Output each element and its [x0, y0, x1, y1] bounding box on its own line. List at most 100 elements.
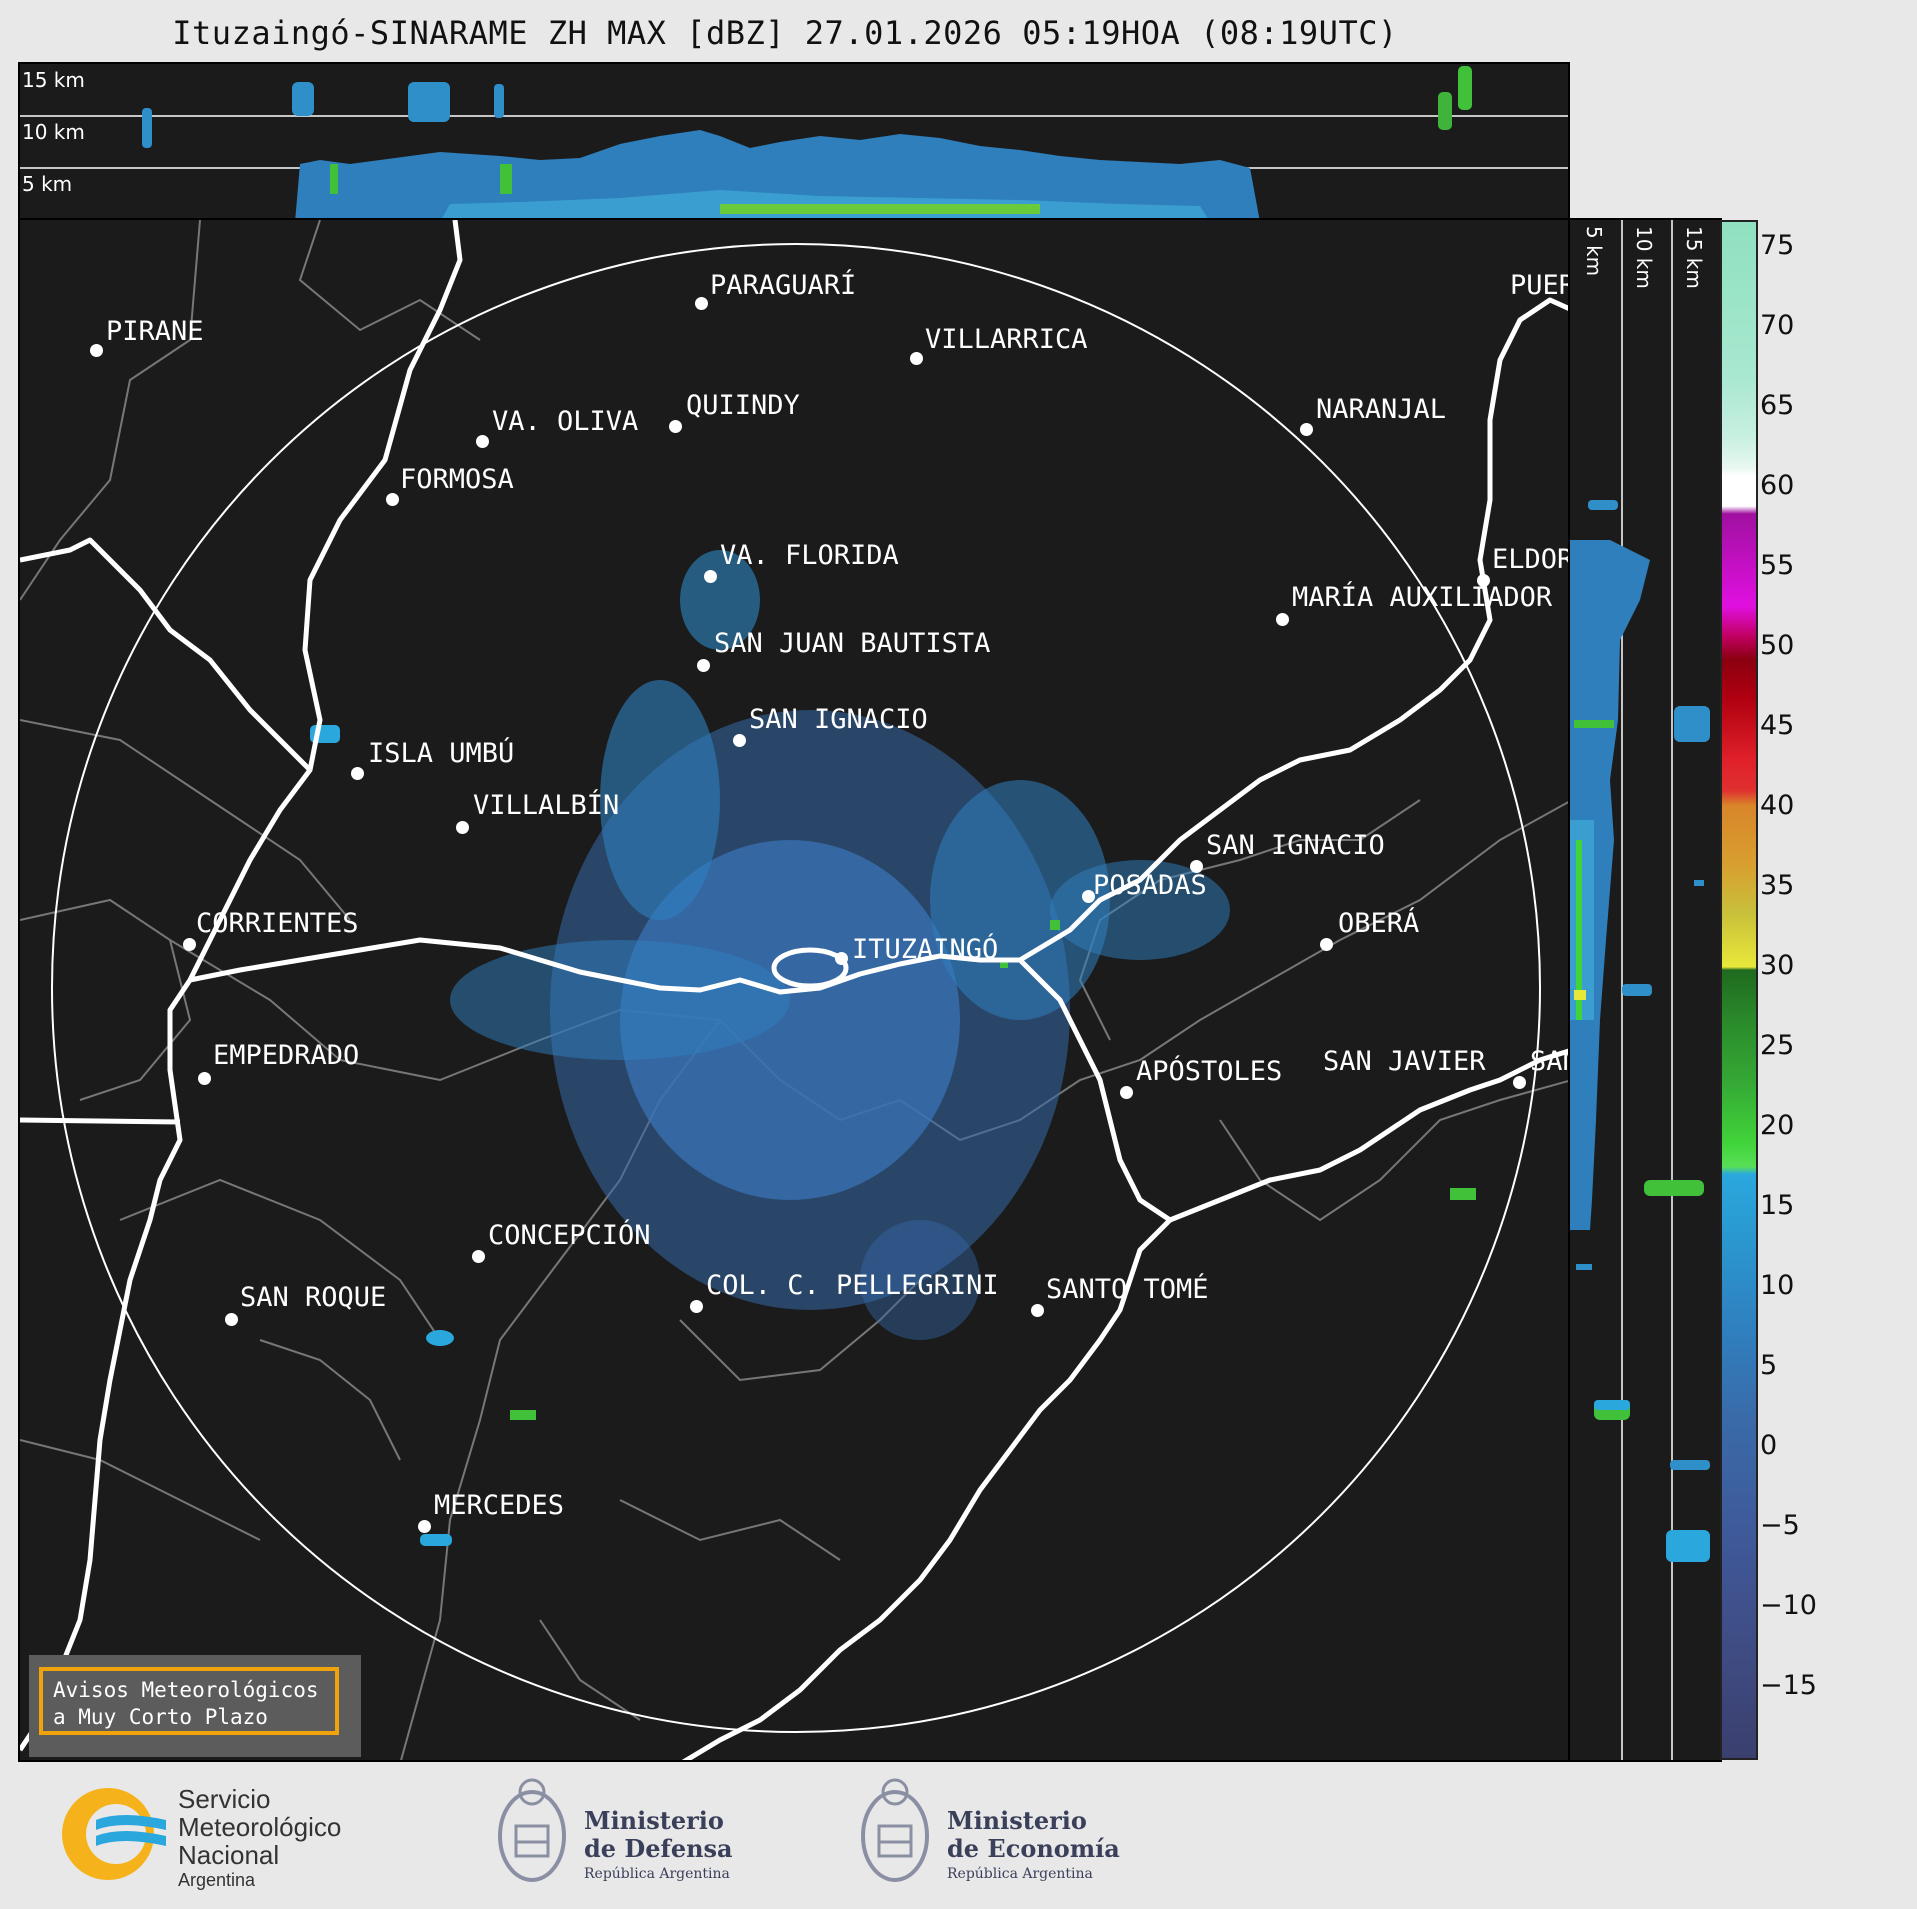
city-label-paraguari: PARAGUARÍ: [710, 270, 857, 301]
city-label-obera: OBERÁ: [1338, 908, 1420, 939]
defensa-line1: Ministerio: [584, 1806, 724, 1835]
city-dot-santo-tome: [1031, 1304, 1044, 1317]
city-label-corrientes: CORRIENTES: [196, 908, 359, 939]
defensa-coat-of-arms-icon: [498, 1778, 566, 1882]
city-dot-san-ignacio-ar: [1190, 860, 1203, 873]
city-dot-villarrica: [910, 352, 923, 365]
side-panel-graphics: [1570, 220, 1710, 1760]
city-dot-obera: [1320, 938, 1333, 951]
city-label-quiindy: QUIINDY: [686, 390, 800, 421]
city-label-san-ignacio-ar: SAN IGNACIO: [1206, 830, 1385, 861]
colorbar-tick-75: 75: [1760, 230, 1795, 261]
smn-line4: Argentina: [178, 1870, 256, 1890]
city-dot-formosa: [386, 493, 399, 506]
city-dot-isla-umbu: [351, 767, 364, 780]
city-label-san-ignacio-py: SAN IGNACIO: [749, 704, 928, 735]
colorbar-tick-70: 70: [1760, 310, 1795, 341]
economia-line3: República Argentina: [947, 1866, 1093, 1882]
economia-line1: Ministerio: [947, 1806, 1087, 1835]
side-echo-band: [1570, 500, 1710, 1562]
city-dot-empedrado: [198, 1072, 211, 1085]
city-label-ituzaingo: ITUZAINGÓ: [852, 934, 999, 965]
colorbar-tick-40: 40: [1760, 790, 1795, 821]
city-dot-corrientes: [183, 938, 196, 951]
defensa-line2: de Defensa: [584, 1834, 733, 1863]
city-label-villarrica: VILLARRICA: [925, 324, 1088, 355]
defensa-line3: República Argentina: [584, 1866, 730, 1882]
colorbar-tick-minus10: −10: [1760, 1590, 1817, 1621]
colorbar-tick-20: 20: [1760, 1110, 1795, 1141]
side-label-5km: 5 km: [1582, 226, 1606, 277]
colorbar: [1720, 220, 1758, 1760]
ministerio-defensa-logo[interactable]: Ministerio de Defensa República Argentin…: [492, 1770, 752, 1900]
colorbar-tick-minus5: −5: [1760, 1510, 1800, 1541]
top-panel-graphics: [20, 66, 1568, 218]
city-label-isla-umbu: ISLA UMBÚ: [368, 738, 515, 769]
city-label-maria-auxiliadora: MARÍA AUXILIADOR: [1292, 582, 1553, 613]
economia-line2: de Economía: [947, 1834, 1120, 1863]
colorbar-tick-30: 30: [1760, 950, 1795, 981]
city-label-col-pellegrini: COL. C. PELLEGRINI: [706, 1270, 999, 1301]
smn-line1: Servicio: [178, 1784, 271, 1814]
city-dot-va-florida: [704, 570, 717, 583]
city-label-posadas: POSADAS: [1093, 870, 1207, 901]
city-dot-mercedes: [418, 1520, 431, 1533]
city-label-eldor: ELDOR: [1492, 544, 1570, 575]
side-label-15km: 15 km: [1682, 226, 1706, 289]
city-label-san: SAN: [1530, 1046, 1568, 1077]
city-label-va-oliva: VA. OLIVA: [492, 406, 639, 437]
city-dot-san-roque: [225, 1313, 238, 1326]
economia-coat-of-arms-icon: [861, 1778, 929, 1882]
city-label-puer: PUER: [1510, 270, 1570, 301]
city-dot-naranjal: [1300, 423, 1313, 436]
colorbar-tick-15: 15: [1760, 1190, 1795, 1221]
colorbar-tick-50: 50: [1760, 630, 1795, 661]
city-label-va-florida: VA. FLORIDA: [720, 540, 899, 571]
radar-range-ring: [51, 243, 1541, 1733]
smn-emblem-icon: [62, 1788, 166, 1880]
top-echo-band: [142, 66, 1472, 218]
city-dot-san-juan-bautista: [697, 659, 710, 672]
colorbar-tick-35: 35: [1760, 870, 1795, 901]
map-title: Ituzaingó-SINARAME ZH MAX [dBZ] 27.01.20…: [172, 14, 1398, 52]
city-label-san-roque: SAN ROQUE: [240, 1282, 387, 1313]
avisos-line1: Avisos Meteorológicos: [53, 1678, 319, 1702]
avisos-link[interactable]: Avisos Meteorológicos a Muy Corto Plazo: [39, 1667, 339, 1735]
city-label-pirane: PIRANE: [106, 316, 204, 347]
top-label-5km: 5 km: [22, 172, 73, 196]
avisos-line2: a Muy Corto Plazo: [53, 1705, 268, 1729]
city-dot-maria-auxiliadora: [1276, 613, 1289, 626]
top-height-panel: 15 km 10 km 5 km: [18, 62, 1570, 220]
smn-logo[interactable]: Servicio Meteorológico Nacional Argentin…: [56, 1780, 396, 1890]
city-label-villalbin: VILLALBÍN: [473, 790, 620, 821]
city-dot-apostoles: [1120, 1086, 1133, 1099]
city-dot-quiindy: [669, 420, 682, 433]
city-dot-villalbin: [456, 821, 469, 834]
city-dot-col-pellegrini: [690, 1300, 703, 1313]
colorbar-tick-65: 65: [1760, 390, 1795, 421]
city-dot-san: [1513, 1076, 1526, 1089]
city-dot-posadas: [1082, 890, 1095, 903]
city-label-naranjal: NARANJAL: [1316, 394, 1447, 425]
city-label-santo-tome: SANTO TOMÉ: [1046, 1274, 1209, 1305]
avisos-box[interactable]: Avisos Meteorológicos a Muy Corto Plazo: [29, 1655, 361, 1757]
ministerio-economia-logo[interactable]: Ministerio de Economía República Argenti…: [855, 1770, 1135, 1900]
city-dot-ituzaingo: [835, 952, 848, 965]
city-dot-san-ignacio-py: [733, 734, 746, 747]
top-label-15km: 15 km: [22, 68, 85, 92]
city-label-concepcion: CONCEPCIÓN: [488, 1220, 651, 1251]
smn-line3: Nacional: [178, 1840, 280, 1870]
city-label-san-juan-bautista: SAN JUAN BAUTISTA: [714, 628, 991, 659]
colorbar-tick-55: 55: [1760, 550, 1795, 581]
city-label-san-javier: SAN JAVIER: [1323, 1046, 1486, 1077]
city-dot-concepcion: [472, 1250, 485, 1263]
city-label-formosa: FORMOSA: [400, 464, 514, 495]
smn-line2: Meteorológico: [178, 1812, 342, 1842]
city-dot-paraguari: [695, 297, 708, 310]
city-dot-pirane: [90, 344, 103, 357]
colorbar-tick-5: 5: [1760, 1350, 1778, 1381]
side-label-10km: 10 km: [1632, 226, 1656, 289]
radar-map-panel: PARAGUARÍ VILLARRICA PIRANE QUIINDY VA. …: [18, 218, 1570, 1762]
map-graphics: [20, 220, 1568, 1760]
colorbar-tick-60: 60: [1760, 470, 1795, 501]
